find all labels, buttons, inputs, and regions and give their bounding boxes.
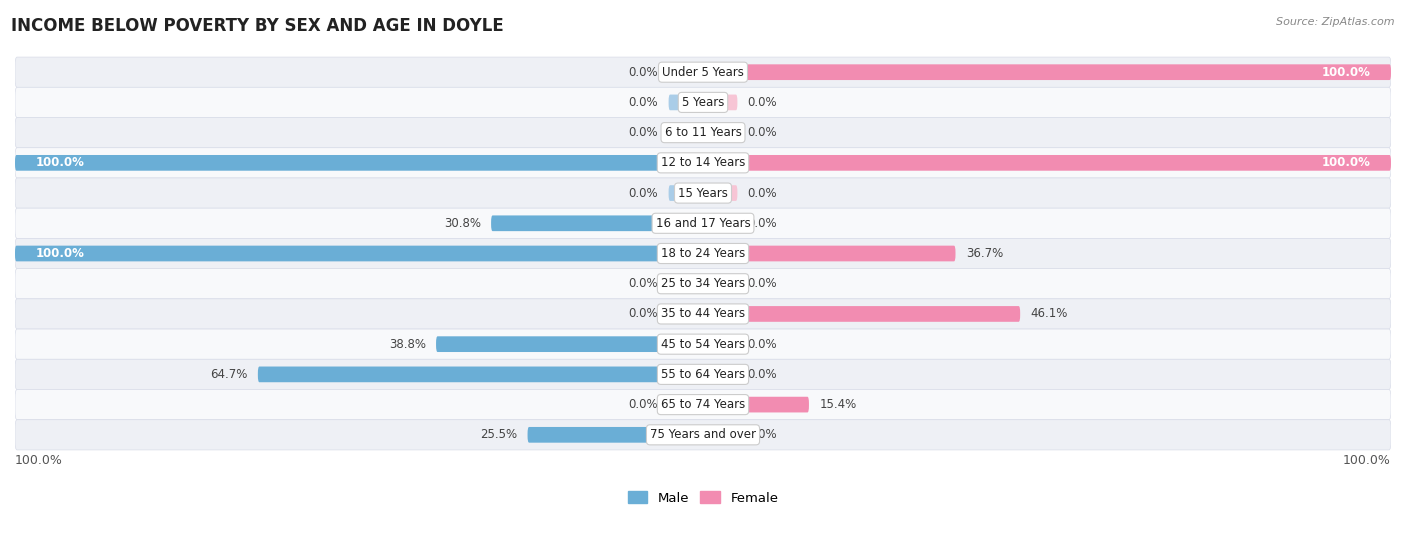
Text: 18 to 24 Years: 18 to 24 Years [661, 247, 745, 260]
Text: 75 Years and over: 75 Years and over [650, 429, 756, 441]
FancyBboxPatch shape [703, 185, 737, 201]
Text: 16 and 17 Years: 16 and 17 Years [655, 217, 751, 230]
FancyBboxPatch shape [703, 246, 956, 261]
FancyBboxPatch shape [703, 336, 737, 352]
FancyBboxPatch shape [15, 359, 1391, 389]
Text: 0.0%: 0.0% [628, 398, 658, 411]
FancyBboxPatch shape [527, 427, 703, 442]
Text: INCOME BELOW POVERTY BY SEX AND AGE IN DOYLE: INCOME BELOW POVERTY BY SEX AND AGE IN D… [11, 17, 503, 35]
Text: 15.4%: 15.4% [820, 398, 856, 411]
FancyBboxPatch shape [15, 57, 1391, 87]
Text: 0.0%: 0.0% [748, 338, 778, 350]
Text: 0.0%: 0.0% [748, 126, 778, 139]
FancyBboxPatch shape [669, 94, 703, 110]
FancyBboxPatch shape [15, 329, 1391, 359]
Text: 46.1%: 46.1% [1031, 307, 1069, 320]
Text: 25 to 34 Years: 25 to 34 Years [661, 277, 745, 290]
Text: 0.0%: 0.0% [748, 217, 778, 230]
Text: 55 to 64 Years: 55 to 64 Years [661, 368, 745, 381]
Text: 0.0%: 0.0% [628, 307, 658, 320]
Text: 0.0%: 0.0% [628, 126, 658, 139]
FancyBboxPatch shape [669, 306, 703, 322]
FancyBboxPatch shape [669, 185, 703, 201]
FancyBboxPatch shape [703, 427, 737, 442]
FancyBboxPatch shape [15, 155, 703, 171]
FancyBboxPatch shape [703, 155, 1391, 171]
Text: 0.0%: 0.0% [748, 186, 778, 200]
Text: 25.5%: 25.5% [479, 429, 517, 441]
FancyBboxPatch shape [15, 178, 1391, 208]
FancyBboxPatch shape [703, 367, 737, 382]
Text: 6 to 11 Years: 6 to 11 Years [665, 126, 741, 139]
Text: 36.7%: 36.7% [966, 247, 1002, 260]
Text: 0.0%: 0.0% [748, 277, 778, 290]
FancyBboxPatch shape [15, 238, 1391, 268]
Text: 0.0%: 0.0% [628, 186, 658, 200]
Text: 35 to 44 Years: 35 to 44 Years [661, 307, 745, 320]
Text: 38.8%: 38.8% [388, 338, 426, 350]
FancyBboxPatch shape [703, 276, 737, 292]
Text: 0.0%: 0.0% [748, 96, 778, 109]
FancyBboxPatch shape [15, 118, 1391, 148]
FancyBboxPatch shape [669, 397, 703, 412]
Legend: Male, Female: Male, Female [623, 486, 783, 510]
Text: 100.0%: 100.0% [1322, 66, 1371, 79]
FancyBboxPatch shape [669, 64, 703, 80]
Text: 0.0%: 0.0% [628, 96, 658, 109]
FancyBboxPatch shape [15, 208, 1391, 238]
Text: 100.0%: 100.0% [35, 247, 84, 260]
Text: 0.0%: 0.0% [748, 429, 778, 441]
FancyBboxPatch shape [703, 215, 737, 231]
FancyBboxPatch shape [257, 367, 703, 382]
FancyBboxPatch shape [703, 94, 737, 110]
Text: 45 to 54 Years: 45 to 54 Years [661, 338, 745, 350]
FancyBboxPatch shape [15, 148, 1391, 178]
FancyBboxPatch shape [15, 299, 1391, 329]
Text: 100.0%: 100.0% [15, 454, 63, 466]
FancyBboxPatch shape [703, 397, 808, 412]
Text: 64.7%: 64.7% [209, 368, 247, 381]
FancyBboxPatch shape [703, 64, 1391, 80]
Text: Under 5 Years: Under 5 Years [662, 66, 744, 79]
FancyBboxPatch shape [15, 246, 703, 261]
FancyBboxPatch shape [15, 268, 1391, 299]
FancyBboxPatch shape [15, 420, 1391, 450]
Text: Source: ZipAtlas.com: Source: ZipAtlas.com [1277, 17, 1395, 27]
Text: 0.0%: 0.0% [628, 277, 658, 290]
FancyBboxPatch shape [703, 306, 1021, 322]
Text: 0.0%: 0.0% [628, 66, 658, 79]
FancyBboxPatch shape [436, 336, 703, 352]
Text: 5 Years: 5 Years [682, 96, 724, 109]
Text: 12 to 14 Years: 12 to 14 Years [661, 156, 745, 169]
FancyBboxPatch shape [491, 215, 703, 231]
FancyBboxPatch shape [669, 276, 703, 292]
Text: 30.8%: 30.8% [444, 217, 481, 230]
FancyBboxPatch shape [669, 125, 703, 141]
FancyBboxPatch shape [15, 389, 1391, 420]
Text: 100.0%: 100.0% [35, 156, 84, 169]
Text: 100.0%: 100.0% [1343, 454, 1391, 466]
FancyBboxPatch shape [15, 87, 1391, 118]
Text: 65 to 74 Years: 65 to 74 Years [661, 398, 745, 411]
FancyBboxPatch shape [703, 125, 737, 141]
Text: 15 Years: 15 Years [678, 186, 728, 200]
Text: 0.0%: 0.0% [748, 368, 778, 381]
Text: 100.0%: 100.0% [1322, 156, 1371, 169]
